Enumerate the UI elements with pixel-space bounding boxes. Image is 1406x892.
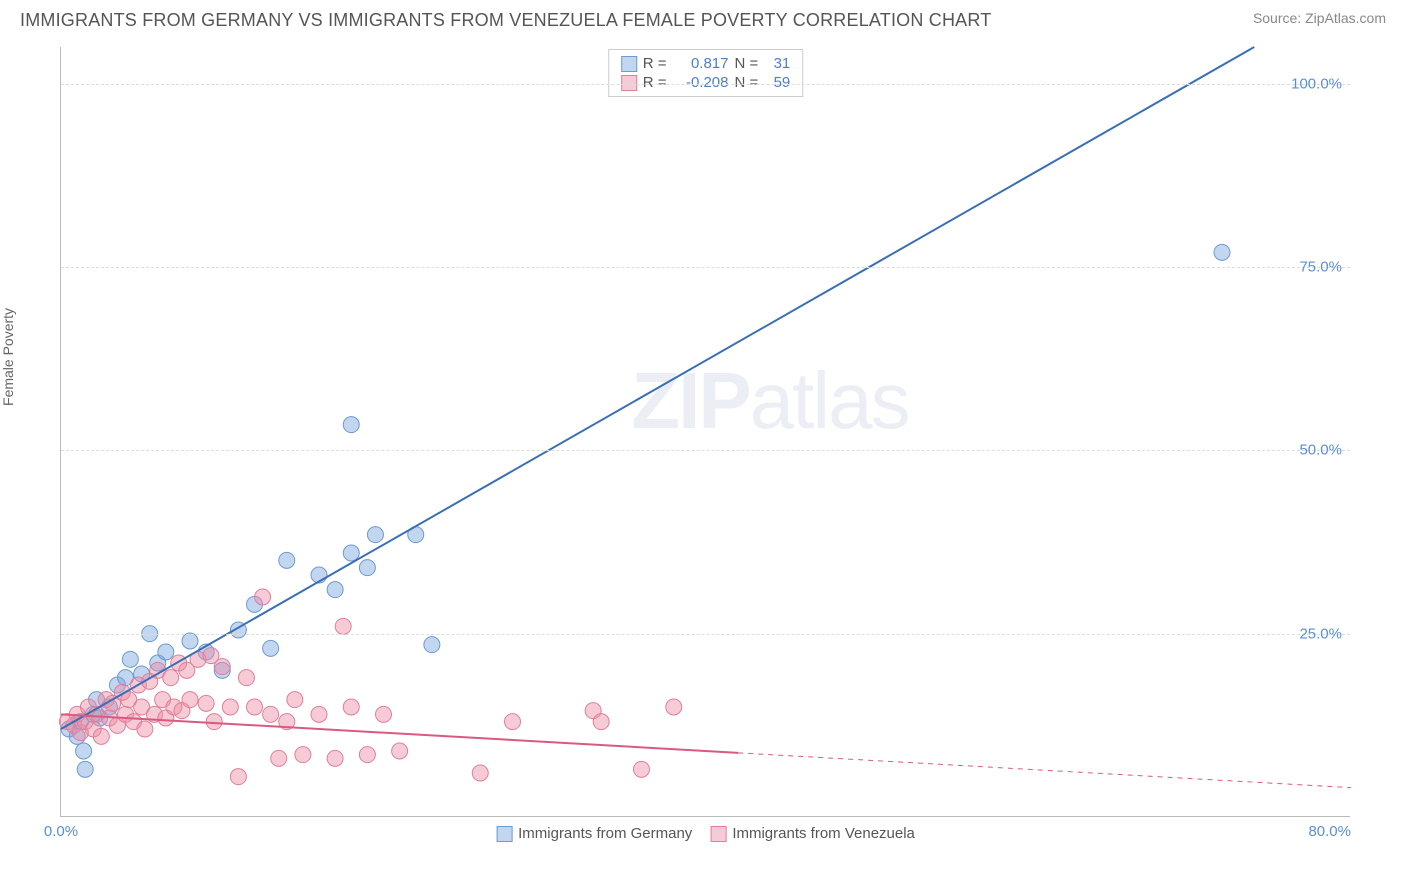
scatter-point	[230, 769, 246, 785]
scatter-point	[77, 761, 93, 777]
stat-r-venezuela: -0.208	[673, 74, 729, 91]
scatter-point	[255, 589, 271, 605]
scatter-point	[359, 747, 375, 763]
scatter-point	[472, 765, 488, 781]
scatter-point	[182, 692, 198, 708]
stat-r-germany: 0.817	[673, 55, 729, 72]
x-tick-label: 80.0%	[1308, 823, 1351, 840]
y-tick-label: 100.0%	[1291, 75, 1342, 92]
stat-box: R = 0.817 N = 31 R = -0.208 N = 59	[608, 49, 804, 97]
scatter-point	[158, 644, 174, 660]
chart-title: IMMIGRANTS FROM GERMANY VS IMMIGRANTS FR…	[20, 10, 991, 31]
scatter-point	[163, 670, 179, 686]
stat-r-label: R =	[643, 55, 667, 72]
gridline	[61, 267, 1350, 268]
scatter-point	[214, 659, 230, 675]
stat-n-label: N =	[735, 74, 759, 91]
gridline	[61, 450, 1350, 451]
stat-row-germany: R = 0.817 N = 31	[621, 54, 791, 73]
scatter-point	[198, 695, 214, 711]
stat-n-germany: 31	[764, 55, 790, 72]
stat-r-label: R =	[643, 74, 667, 91]
scatter-point	[593, 714, 609, 730]
scatter-point	[1214, 244, 1230, 260]
scatter-point	[122, 651, 138, 667]
legend-swatch-venezuela	[710, 826, 726, 842]
scatter-point	[238, 670, 254, 686]
legend-label-germany: Immigrants from Germany	[518, 825, 692, 842]
scatter-point	[359, 560, 375, 576]
scatter-point	[424, 637, 440, 653]
plot-svg	[61, 47, 1350, 816]
y-tick-label: 25.0%	[1299, 625, 1342, 642]
gridline	[61, 634, 1350, 635]
legend-swatch-germany	[496, 826, 512, 842]
y-tick-label: 50.0%	[1299, 442, 1342, 459]
scatter-point	[247, 699, 263, 715]
y-axis-label: Female Poverty	[0, 308, 16, 406]
scatter-point	[335, 618, 351, 634]
legend-bottom: Immigrants from Germany Immigrants from …	[496, 825, 915, 842]
legend-label-venezuela: Immigrants from Venezuela	[732, 825, 915, 842]
source-label: Source: ZipAtlas.com	[1253, 10, 1386, 26]
scatter-point	[343, 417, 359, 433]
scatter-point	[295, 747, 311, 763]
title-bar: IMMIGRANTS FROM GERMANY VS IMMIGRANTS FR…	[0, 0, 1406, 37]
swatch-germany	[621, 56, 637, 72]
scatter-point	[182, 633, 198, 649]
scatter-point	[279, 552, 295, 568]
stat-n-venezuela: 59	[764, 74, 790, 91]
scatter-point	[327, 750, 343, 766]
stat-n-label: N =	[735, 55, 759, 72]
scatter-point	[311, 706, 327, 722]
gridline	[61, 84, 1350, 85]
legend-item-venezuela: Immigrants from Venezuela	[710, 825, 915, 842]
scatter-point	[287, 692, 303, 708]
trend-line	[61, 47, 1254, 729]
trend-line-dashed	[738, 753, 1351, 788]
stat-row-venezuela: R = -0.208 N = 59	[621, 73, 791, 92]
scatter-point	[376, 706, 392, 722]
legend-item-germany: Immigrants from Germany	[496, 825, 692, 842]
scatter-point	[137, 721, 153, 737]
scatter-point	[263, 640, 279, 656]
y-tick-label: 75.0%	[1299, 259, 1342, 276]
scatter-point	[327, 582, 343, 598]
scatter-point	[343, 699, 359, 715]
chart-container: Female Poverty ZIPatlas R = 0.817 N = 31…	[20, 37, 1386, 857]
scatter-point	[263, 706, 279, 722]
scatter-point	[76, 743, 92, 759]
scatter-point	[367, 527, 383, 543]
plot-area: ZIPatlas R = 0.817 N = 31 R = -0.208 N =…	[60, 47, 1350, 817]
scatter-point	[634, 761, 650, 777]
swatch-venezuela	[621, 75, 637, 91]
scatter-point	[206, 714, 222, 730]
scatter-point	[93, 728, 109, 744]
scatter-point	[666, 699, 682, 715]
scatter-point	[271, 750, 287, 766]
scatter-point	[392, 743, 408, 759]
scatter-point	[343, 545, 359, 561]
scatter-point	[222, 699, 238, 715]
x-tick-label: 0.0%	[44, 823, 78, 840]
scatter-point	[505, 714, 521, 730]
